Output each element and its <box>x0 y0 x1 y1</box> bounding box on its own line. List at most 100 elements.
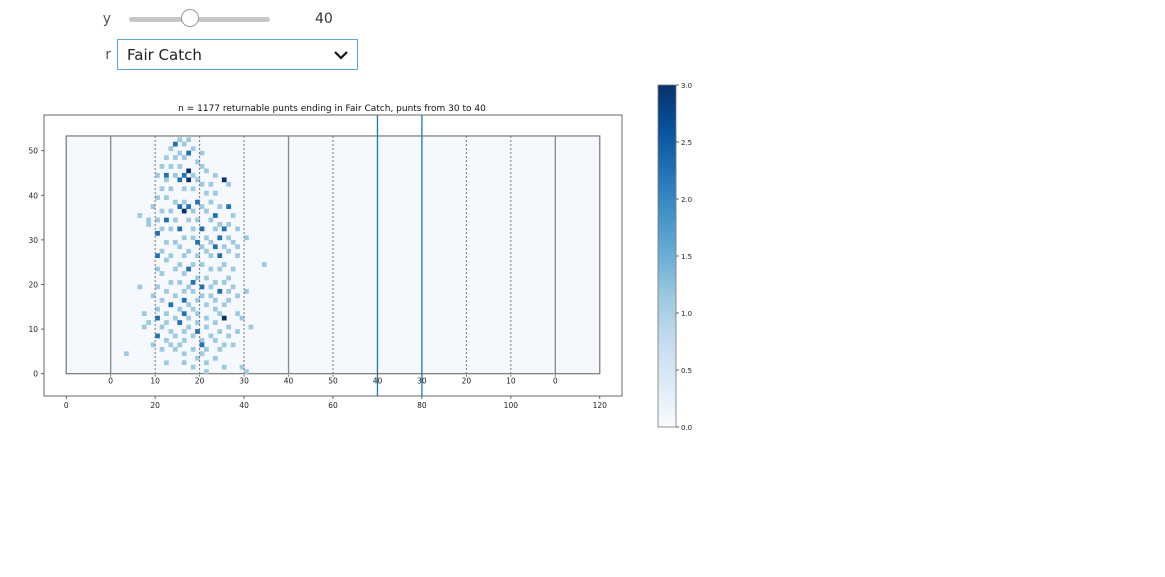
heatmap-cell <box>199 342 205 348</box>
heatmap-cell <box>244 235 249 241</box>
heatmap-cell <box>150 342 156 348</box>
heatmap-cell <box>195 239 200 245</box>
heatmap-cell <box>159 346 165 352</box>
heatmap-cell <box>204 360 209 366</box>
colorbar-tick-label: 0.0 <box>681 424 692 432</box>
heatmap-cell <box>155 306 160 312</box>
heatmap-cell <box>208 333 214 339</box>
heatmap-cell <box>199 284 205 290</box>
heatmap-cell <box>208 253 214 259</box>
heatmap-cell <box>195 329 200 334</box>
heatmap-cell <box>177 262 183 267</box>
heatmap-cell <box>190 306 196 312</box>
heatmap-cell <box>239 315 245 321</box>
heatmap-cell <box>212 280 218 285</box>
heatmap-cell <box>204 369 209 374</box>
heatmap-cell <box>195 297 200 303</box>
colorbar-tick-label: 3.0 <box>681 82 692 90</box>
heatmap-cell <box>159 324 165 330</box>
heatmap-cell <box>235 311 240 317</box>
heatmap-cell <box>141 311 147 317</box>
heatmap-cell <box>177 177 183 183</box>
heatmap-cell <box>195 177 200 183</box>
y-tick-label: 30 <box>28 236 38 245</box>
r-dropdown[interactable]: Fair Catch <box>117 39 358 70</box>
x-tick-label: 60 <box>328 401 338 410</box>
heatmap-cell <box>168 329 174 334</box>
heatmap-cell <box>230 266 236 272</box>
heatmap-cell <box>159 186 165 192</box>
heatmap-cell <box>230 284 236 290</box>
heatmap-cell <box>186 177 192 183</box>
heatmap-cell <box>195 275 200 281</box>
heatmap-cell <box>181 186 187 192</box>
heatmap-cell <box>164 172 169 178</box>
heatmap-cell <box>177 164 183 169</box>
heatmap-cell <box>124 351 129 357</box>
heatmap-cell <box>226 288 232 294</box>
heatmap-cell <box>239 364 245 370</box>
colorbar-tick-label: 0.5 <box>681 367 692 375</box>
y-tick-label: 20 <box>28 280 38 289</box>
heatmap-cell <box>244 288 249 294</box>
heatmap-cell <box>159 208 165 214</box>
x-tick-label: 80 <box>417 401 427 410</box>
yard-number-label: 20 <box>195 377 205 386</box>
heatmap-cell <box>172 172 178 178</box>
heatmap-cell <box>199 164 205 169</box>
field-layer <box>65 135 601 375</box>
heatmap-cell <box>204 190 209 196</box>
y-slider[interactable] <box>129 8 270 27</box>
heatmap-cell <box>168 280 174 285</box>
heatmap-cell <box>244 369 249 374</box>
r-label: r <box>105 46 111 63</box>
heatmap-cell <box>199 338 205 343</box>
heatmap-cell <box>168 342 174 348</box>
colorbar-ticks: 0.0 0.5 1.0 1.5 2.0 2.5 3.0 <box>676 82 692 432</box>
heatmap-cell <box>168 164 174 169</box>
y-slider-handle[interactable] <box>180 8 199 27</box>
heatmap-cell <box>221 342 227 348</box>
heatmap-cell <box>212 306 218 312</box>
x-tick-label: 20 <box>150 401 160 410</box>
heatmap-cell <box>212 338 218 343</box>
yard-number-label: 40 <box>373 377 383 386</box>
heatmap-cell <box>204 302 209 308</box>
punt-heatmap-chart: n = 1177 returnable punts ending in Fair… <box>28 82 692 432</box>
heatmap-cell <box>230 213 236 218</box>
heatmap-cell <box>212 190 218 196</box>
heatmap-cell <box>226 181 232 187</box>
colorbar-tick-label: 1.5 <box>681 253 692 261</box>
colorbar-tick-label: 2.5 <box>681 139 692 147</box>
heatmap-cell <box>159 271 165 276</box>
heatmap-cell <box>208 181 214 187</box>
heatmap-cell <box>199 351 205 357</box>
heatmap-cell <box>181 351 187 357</box>
heatmap-cell <box>172 217 178 223</box>
y-label: y <box>102 11 111 27</box>
heatmap-cell <box>208 293 214 299</box>
heatmap-cell <box>217 204 223 209</box>
heatmap-cell <box>186 150 192 156</box>
heatmap-cell <box>190 186 196 192</box>
y-tick-label: 50 <box>28 147 38 156</box>
heatmap-cell <box>190 364 196 370</box>
heatmap-cell <box>204 235 209 241</box>
heatmap-cell <box>177 226 183 232</box>
heatmap-cell <box>172 333 178 339</box>
yard-number-label: 10 <box>150 377 160 386</box>
heatmap-cell <box>181 235 187 241</box>
heatmap-cell <box>177 342 183 348</box>
yard-number-label: 40 <box>284 377 294 386</box>
heatmap-cell <box>155 230 160 236</box>
heatmap-cell <box>181 329 187 334</box>
heatmap-cell <box>181 172 187 178</box>
r-select-row: r Fair Catch <box>0 39 358 70</box>
heatmap-cell <box>159 297 165 303</box>
heatmap-cell <box>226 204 232 209</box>
heatmap-cell <box>155 333 160 339</box>
y-tick-label: 40 <box>28 191 38 200</box>
heatmap-cell <box>186 315 192 321</box>
chart-title: n = 1177 returnable punts ending in Fair… <box>178 104 486 114</box>
